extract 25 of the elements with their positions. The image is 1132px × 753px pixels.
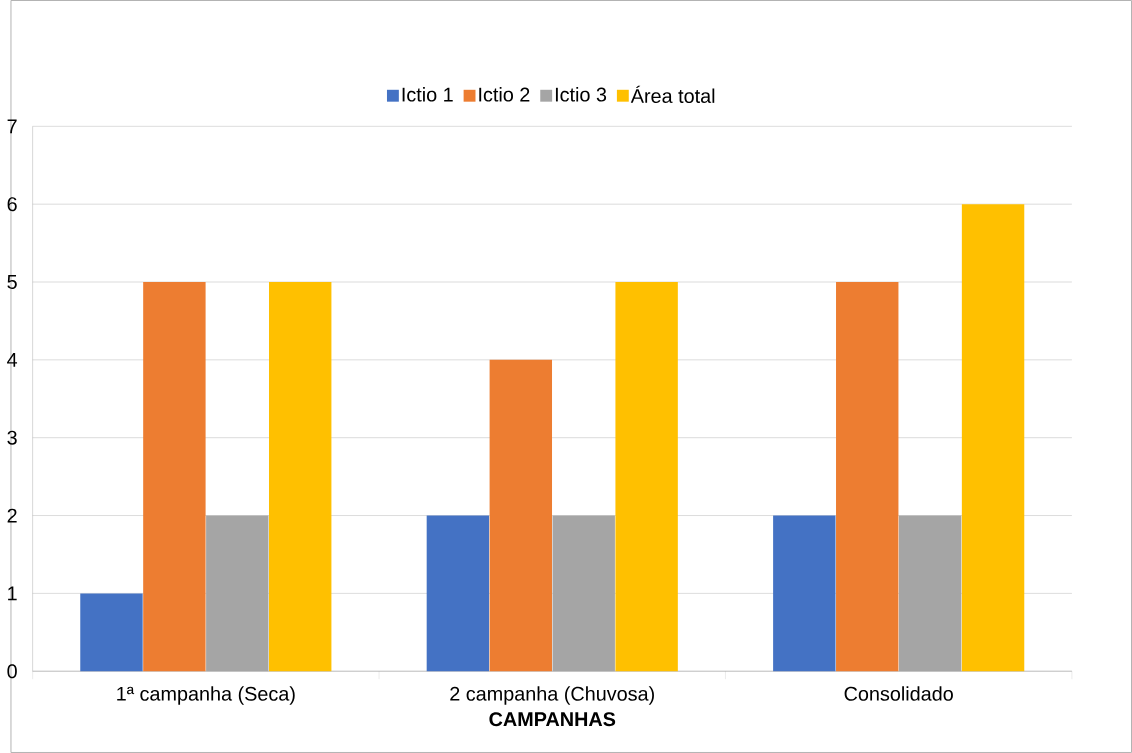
- y-tick-label: 2: [7, 508, 17, 523]
- y-tick-label: 6: [7, 197, 17, 212]
- y-tick-label: 0: [7, 664, 17, 679]
- bar: [80, 593, 143, 672]
- bar: [961, 204, 1025, 672]
- bar: [426, 515, 490, 672]
- y-tick-label: 7: [7, 119, 17, 134]
- x-tick-label: Consolidado: [844, 686, 953, 701]
- y-tick-label: 5: [7, 275, 17, 289]
- y-tick-label: 1: [8, 586, 17, 601]
- bar: [615, 282, 678, 672]
- x-tick-label: 2 campanha (Chuvosa): [450, 686, 654, 705]
- legend-label: Área total: [630, 85, 715, 104]
- bar: [269, 282, 332, 672]
- legend-label: Ictio 1: [402, 87, 453, 102]
- x-tick-label: 1ª campanha (Seca): [117, 686, 295, 705]
- bar: [836, 282, 899, 672]
- y-tick-label: 3: [7, 430, 17, 445]
- bar: [489, 359, 553, 672]
- legend-label: Ictio 3: [555, 87, 607, 102]
- x-axis-title: CAMPANHAS: [489, 712, 616, 727]
- bar: [143, 282, 206, 672]
- y-tick-label: 4: [7, 353, 18, 367]
- bar: [773, 515, 836, 672]
- legend-label: Ictio 2: [479, 87, 530, 102]
